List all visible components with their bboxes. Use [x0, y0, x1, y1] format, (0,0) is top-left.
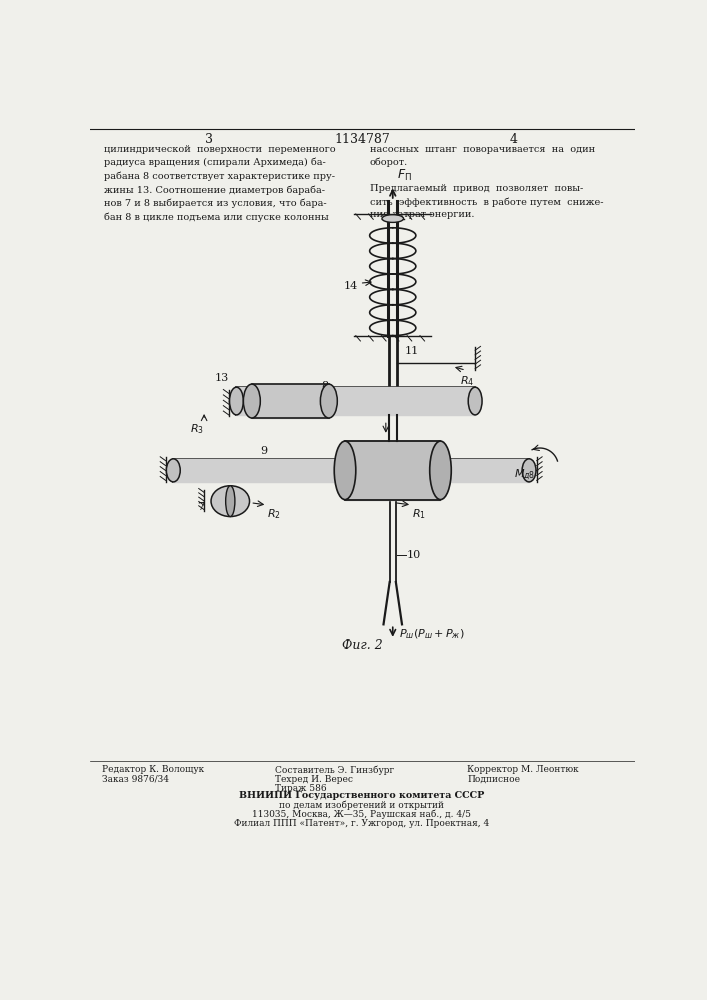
Text: 13: 13 [214, 373, 229, 383]
Ellipse shape [334, 441, 356, 500]
Text: 4: 4 [510, 133, 518, 146]
Text: Филиал ППП «Патент», г. Ужгород, ул. Проектная, 4: Филиал ППП «Патент», г. Ужгород, ул. Про… [234, 819, 489, 828]
Text: 1134787: 1134787 [334, 133, 390, 146]
Ellipse shape [382, 215, 404, 222]
Text: насосных  штанг  поворачивается  на  один
оборот.

Предлагаемый  привод  позволя: насосных штанг поворачивается на один об… [370, 145, 603, 219]
Text: $R_4$: $R_4$ [460, 374, 474, 388]
Text: 8: 8 [322, 381, 329, 391]
Ellipse shape [226, 486, 235, 517]
Text: Техред И. Верес: Техред И. Верес [275, 774, 353, 784]
Text: ВНИИПИ Государственного комитета СССР: ВНИИПИ Государственного комитета СССР [239, 791, 484, 800]
Text: цилиндрической  поверхности  переменного
радиуса вращения (спирали Архимеда) ба-: цилиндрической поверхности переменного р… [104, 145, 336, 222]
Ellipse shape [230, 387, 243, 415]
Ellipse shape [243, 384, 260, 418]
Text: Фиг. 2: Фиг. 2 [341, 639, 382, 652]
Text: $F_{\Pi}$: $F_{\Pi}$ [397, 168, 411, 183]
Text: $R_2$: $R_2$ [267, 507, 281, 521]
Ellipse shape [522, 459, 536, 482]
Text: 9: 9 [260, 446, 267, 456]
Ellipse shape [320, 384, 337, 418]
Text: Корректор М. Леонтюк: Корректор М. Леонтюк [467, 765, 579, 774]
Text: $P_{ш}(P_{ш}+P_{ж})$: $P_{ш}(P_{ш}+P_{ж})$ [399, 628, 464, 641]
Ellipse shape [211, 486, 250, 517]
Text: 7: 7 [197, 502, 204, 512]
Text: 10: 10 [407, 550, 421, 560]
Text: 113035, Москва, Ж—35, Раушская наб., д. 4/5: 113035, Москва, Ж—35, Раушская наб., д. … [252, 810, 472, 819]
Text: $M_2$: $M_2$ [223, 493, 238, 507]
Text: по делам изобретений и открытий: по делам изобретений и открытий [279, 801, 445, 810]
Text: 11: 11 [404, 346, 419, 356]
Text: 3: 3 [206, 133, 214, 146]
Text: Составитель Э. Гинзбург: Составитель Э. Гинзбург [275, 765, 395, 775]
Text: Заказ 9876/34: Заказ 9876/34 [102, 774, 169, 784]
Ellipse shape [430, 441, 451, 500]
Text: Редактор К. Волощук: Редактор К. Волощук [102, 765, 204, 774]
Ellipse shape [166, 459, 180, 482]
Text: $R_3$: $R_3$ [190, 422, 204, 436]
Text: Тираж 586: Тираж 586 [275, 784, 327, 793]
Text: $M_1$: $M_1$ [435, 461, 451, 475]
Text: Подписное: Подписное [467, 774, 520, 784]
Text: $R_1$: $R_1$ [412, 507, 426, 521]
Text: $M_{д8}$: $M_{д8}$ [514, 467, 535, 482]
Text: 14: 14 [344, 281, 358, 291]
Ellipse shape [468, 387, 482, 415]
